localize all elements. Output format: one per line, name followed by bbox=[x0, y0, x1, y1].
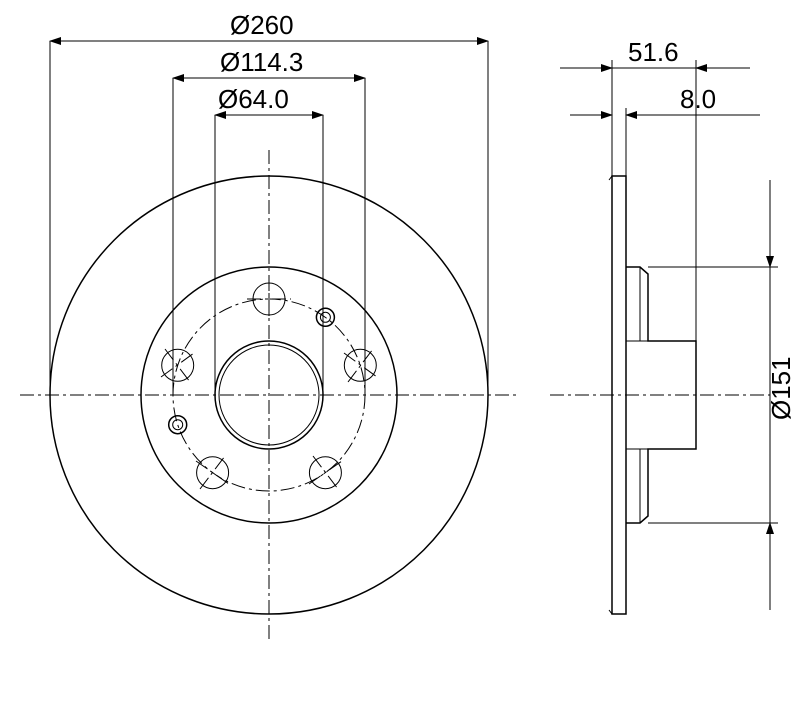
dim-label: Ø114.3 bbox=[220, 47, 303, 77]
dim-label: 8.0 bbox=[680, 84, 716, 114]
dim-label: 51.6 bbox=[628, 37, 679, 67]
front-view bbox=[20, 150, 518, 640]
hat-profile-top bbox=[626, 267, 696, 395]
bolt-hole bbox=[309, 456, 342, 489]
brake-disc-drawing: Ø260 Ø114.3 Ø64.0 51.6 bbox=[0, 0, 800, 723]
dim-hub-bore: Ø64.0 bbox=[215, 84, 323, 395]
dim-label: Ø151 bbox=[766, 356, 796, 420]
hat-profile-bot bbox=[626, 395, 696, 523]
dimensions: Ø260 Ø114.3 Ø64.0 51.6 bbox=[50, 10, 796, 610]
bolt-hole bbox=[196, 456, 229, 489]
bolt-hole bbox=[344, 349, 377, 382]
dim-label: Ø64.0 bbox=[218, 84, 289, 114]
dim-disc-thickness: 8.0 bbox=[570, 84, 760, 176]
side-view bbox=[550, 176, 770, 614]
dim-label: Ø260 bbox=[230, 10, 294, 40]
dim-overall-width: 51.6 bbox=[560, 37, 750, 341]
bolt-hole bbox=[161, 349, 194, 382]
